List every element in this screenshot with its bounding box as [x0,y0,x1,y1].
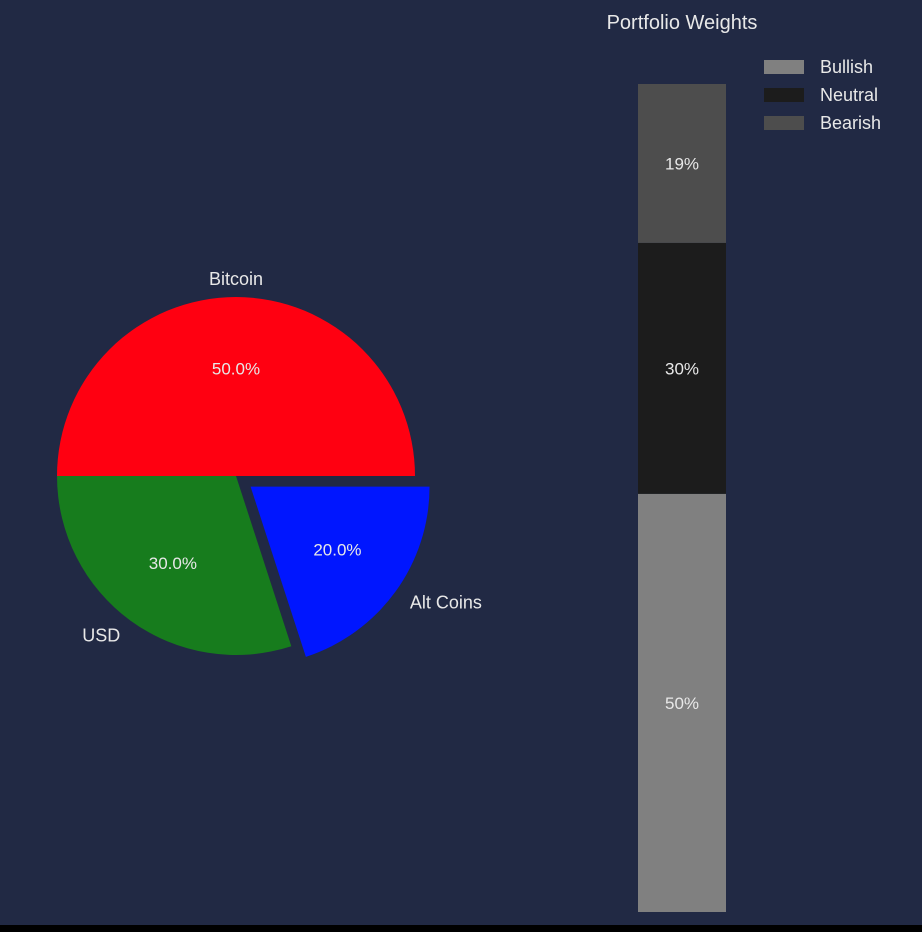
bar-segment-neutral [638,242,726,494]
portfolio-weights-bar: 50% 30% 19% [638,84,726,912]
pie-percent-label-alt-coins: 20.0% [313,541,361,560]
legend-swatch-bullish [764,60,804,74]
legend-label-neutral: Neutral [820,85,878,105]
legend-swatch-bearish [764,116,804,130]
pie-slice-bitcoin [57,297,415,476]
pie-category-label-bitcoin: Bitcoin [209,269,263,289]
pie-slice-usd [57,476,292,655]
bar-segment-bearish [638,84,726,243]
pie-percent-label-usd: 30.0% [149,554,197,573]
pie-category-label-usd: USD [82,625,120,645]
bar-chart-title: Portfolio Weights [607,12,758,34]
bar-label-neutral: 30% [665,359,699,378]
pie-category-label-alt-coins: Alt Coins [410,592,482,612]
bar-segment-bullish [638,493,726,912]
pie-slice-alt-coins [250,486,430,657]
allocation-pie-chart: 50.0% Bitcoin 30.0% USD 20.0% Alt Coins [57,269,482,657]
legend-label-bullish: Bullish [820,57,873,77]
bar-label-bearish: 19% [665,154,699,173]
legend: Bullish Neutral Bearish [764,57,881,133]
bar-label-bullish: 50% [665,694,699,713]
legend-label-bearish: Bearish [820,113,881,133]
legend-swatch-neutral [764,88,804,102]
pie-percent-label-bitcoin: 50.0% [212,360,260,379]
